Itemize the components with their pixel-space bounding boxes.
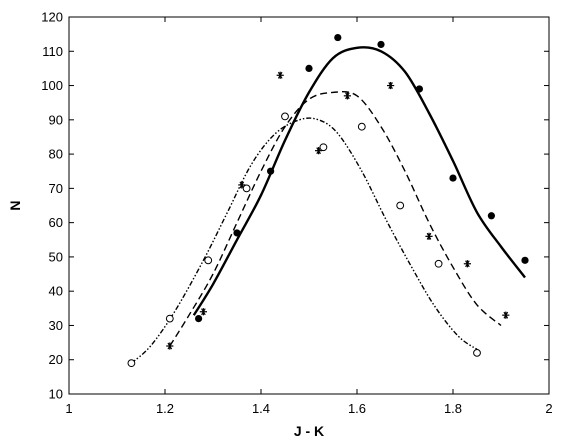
asterisk-point	[463, 260, 471, 268]
x-tick-label: 2	[545, 401, 552, 416]
x-tick-label: 1.4	[252, 401, 270, 416]
filled-circle-point	[449, 174, 457, 182]
y-tick-label: 10	[49, 387, 63, 402]
x-tick-label: 1	[65, 401, 72, 416]
x-tick-label: 1.8	[444, 401, 462, 416]
fit-curve-solid	[192, 46, 526, 316]
filled-circle-point	[487, 212, 495, 220]
open-circle-point	[434, 259, 443, 268]
open-circle-point	[242, 184, 251, 193]
y-tick-label: 120	[41, 10, 63, 25]
y-tick-label: 110	[42, 44, 63, 59]
y-tick-label: 100	[41, 78, 63, 93]
axis-ticks: 1 1.2 1.4 1.6 1.8 2 10 20 30 40 50 60 70 80 90 100 110 12…	[41, 10, 552, 417]
y-tick-label: 20	[49, 352, 63, 367]
open-circle-point	[165, 314, 174, 323]
filled-circle-point	[195, 315, 203, 323]
y-tick-label: 80	[49, 147, 63, 162]
open-circle-point	[396, 201, 405, 210]
y-tick-label: 50	[49, 249, 63, 264]
open-circle-point	[357, 122, 366, 131]
asterisk-point	[276, 71, 284, 79]
x-axis-label: J - K	[294, 423, 324, 439]
y-tick-label: 60	[49, 215, 63, 230]
plot-area	[68, 16, 550, 395]
filled-circle-point	[415, 85, 423, 93]
asterisk-point	[166, 342, 174, 350]
filled-circle-point	[334, 33, 342, 42]
x-tick-label: 1.6	[348, 401, 366, 416]
open-circle-point	[319, 143, 328, 152]
filled-circle-point	[377, 40, 385, 49]
asterisk-point	[425, 232, 433, 240]
open-circle-point	[204, 256, 213, 265]
y-tick-label: 90	[49, 112, 63, 127]
open-circle-point	[473, 348, 481, 357]
fit-curve-dash-dot	[130, 117, 478, 364]
y-axis-label: N	[7, 200, 23, 210]
y-tick-label: 40	[49, 284, 63, 299]
fit-curves	[130, 46, 526, 364]
asterisk-point	[199, 308, 207, 316]
open-circle-point	[281, 112, 289, 121]
data-points	[127, 33, 529, 368]
open-circle-point	[127, 359, 136, 368]
filled-circle-point	[233, 229, 241, 237]
filled-circle-point	[521, 256, 529, 264]
asterisk-point	[387, 81, 395, 90]
filled-circle-point	[305, 64, 313, 73]
y-tick-label: 30	[49, 318, 63, 333]
plot-frame	[68, 16, 550, 395]
asterisk-point	[502, 311, 510, 319]
filled-circle-point	[267, 167, 275, 175]
x-tick-label: 1.2	[156, 401, 174, 416]
fit-curve-dashed	[169, 91, 502, 347]
y-tick-label: 70	[49, 181, 63, 196]
asterisk-point	[343, 92, 351, 100]
